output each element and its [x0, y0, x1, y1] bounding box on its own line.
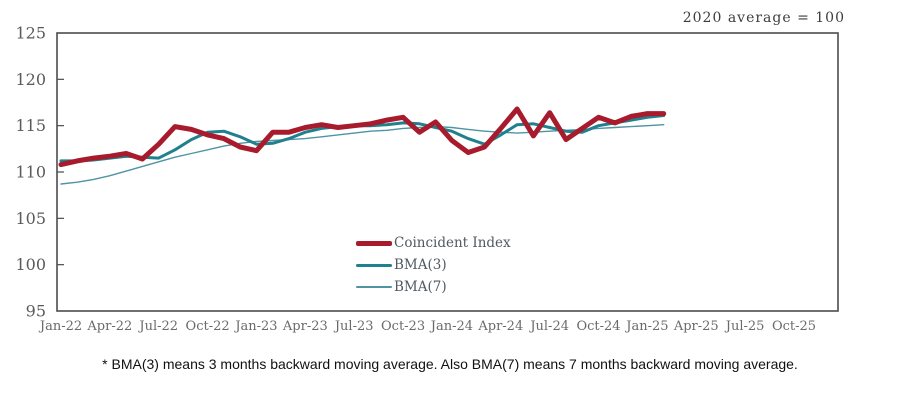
x-tick-label: Jan-23	[233, 319, 277, 334]
series-line-coincident-index	[58, 106, 667, 168]
y-tick-label: 100	[15, 255, 46, 274]
x-tick-label: Jul-22	[137, 319, 178, 334]
x-tick-label: Jan-24	[429, 319, 473, 334]
chart-legend: Coincident Index BMA(3) BMA(7)	[356, 232, 511, 298]
x-tick-label: Oct-23	[381, 319, 425, 334]
x-tick-label: Apr-22	[86, 319, 132, 334]
x-tick-label: Jul-25	[724, 319, 765, 334]
legend-line-swatch-coincident-icon	[356, 240, 392, 246]
x-tick-label: Jul-24	[528, 319, 569, 334]
legend-item-bma7: BMA(7)	[356, 276, 511, 298]
unit-note: 2020 average = 100	[682, 10, 845, 26]
legend-label-bma7: BMA(7)	[394, 279, 447, 295]
x-tick-label: Oct-22	[186, 319, 230, 334]
legend-label-bma3: BMA(3)	[394, 257, 447, 273]
y-tick-label: 110	[15, 163, 46, 182]
x-tick-label: Apr-25	[673, 319, 719, 334]
legend-line-swatch-bma7-icon	[356, 286, 392, 288]
x-tick-label: Oct-25	[772, 319, 816, 334]
legend-label-coincident-index: Coincident Index	[394, 235, 511, 251]
x-tick-label: Apr-24	[477, 319, 523, 334]
legend-item-bma3: BMA(3)	[356, 254, 511, 276]
x-tick-label: Jan-25	[624, 319, 668, 334]
chart-footnote: * BMA(3) means 3 months backward moving …	[102, 356, 798, 372]
legend-item-coincident-index: Coincident Index	[356, 232, 511, 254]
y-tick-label: 95	[26, 302, 46, 321]
y-tick-label: 105	[15, 209, 46, 228]
y-tick-label: 120	[15, 70, 46, 89]
y-tick-label: 115	[15, 116, 46, 135]
x-tick-label: Jul-23	[333, 319, 374, 334]
legend-line-swatch-bma3-icon	[356, 263, 392, 267]
y-tick-label: 125	[15, 24, 46, 43]
x-tick-label: Apr-23	[282, 319, 328, 334]
x-tick-label: Jan-22	[38, 319, 82, 334]
x-tick-label: Oct-24	[576, 319, 620, 334]
